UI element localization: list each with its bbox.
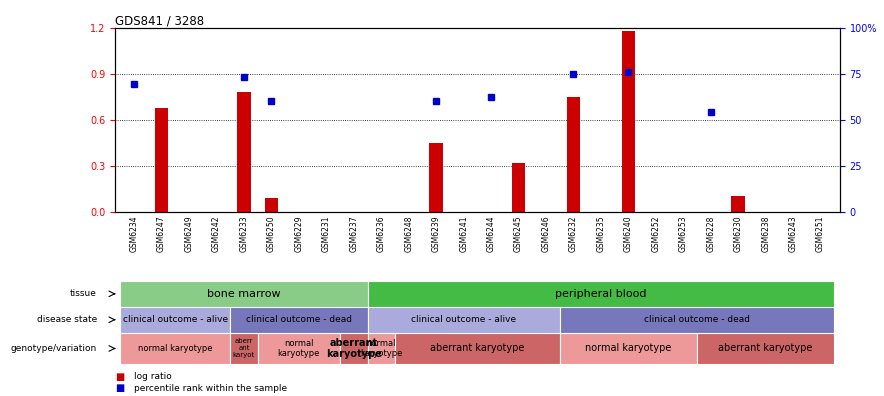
Text: normal
karyotype: normal karyotype: [360, 339, 402, 358]
Text: GSM6234: GSM6234: [130, 215, 139, 252]
Text: GSM6236: GSM6236: [377, 215, 385, 252]
Text: disease state: disease state: [36, 315, 97, 324]
Text: GSM6235: GSM6235: [597, 215, 606, 252]
Text: aberrant
karyotype: aberrant karyotype: [326, 338, 382, 359]
Text: GSM6246: GSM6246: [542, 215, 551, 252]
Bar: [512, 163, 525, 212]
Bar: [264, 198, 278, 212]
Bar: [368, 307, 560, 333]
Text: GSM6240: GSM6240: [624, 215, 633, 252]
Text: clinical outcome - dead: clinical outcome - dead: [246, 315, 352, 324]
Text: GSM6243: GSM6243: [789, 215, 797, 252]
Text: ■: ■: [115, 383, 124, 393]
Text: clinical outcome - dead: clinical outcome - dead: [644, 315, 750, 324]
Bar: [697, 333, 834, 364]
Text: GSM6241: GSM6241: [459, 215, 469, 252]
Text: GSM6251: GSM6251: [816, 215, 825, 252]
Text: GSM6242: GSM6242: [212, 215, 221, 252]
Bar: [230, 333, 258, 364]
Bar: [155, 107, 169, 212]
Text: GSM6238: GSM6238: [761, 215, 770, 252]
Bar: [621, 31, 636, 212]
Text: GSM6232: GSM6232: [569, 215, 578, 252]
Text: GSM6244: GSM6244: [486, 215, 496, 252]
Bar: [368, 333, 395, 364]
Bar: [230, 307, 368, 333]
Text: GSM6249: GSM6249: [185, 215, 194, 252]
Text: GSM6237: GSM6237: [349, 215, 358, 252]
Bar: [340, 333, 368, 364]
Text: GSM6233: GSM6233: [240, 215, 248, 252]
Text: GSM6253: GSM6253: [679, 215, 688, 252]
Text: tissue: tissue: [70, 289, 97, 298]
Text: clinical outcome - alive: clinical outcome - alive: [411, 315, 516, 324]
Text: normal
karyotype: normal karyotype: [278, 339, 320, 358]
Bar: [120, 333, 230, 364]
Text: ■: ■: [115, 372, 124, 382]
Text: clinical outcome - alive: clinical outcome - alive: [123, 315, 228, 324]
Text: GSM6239: GSM6239: [431, 215, 440, 252]
Bar: [395, 333, 560, 364]
Bar: [430, 143, 443, 212]
Text: aberrant karyotype: aberrant karyotype: [719, 343, 813, 354]
Text: genotype/variation: genotype/variation: [11, 344, 97, 353]
Bar: [120, 307, 230, 333]
Text: GSM6247: GSM6247: [157, 215, 166, 252]
Bar: [368, 281, 834, 307]
Text: GDS841 / 3288: GDS841 / 3288: [115, 15, 204, 28]
Text: normal karyotype: normal karyotype: [585, 343, 672, 354]
Text: GSM6230: GSM6230: [734, 215, 743, 252]
Bar: [560, 307, 834, 333]
Bar: [731, 196, 745, 212]
Text: GSM6231: GSM6231: [322, 215, 331, 252]
Bar: [258, 333, 340, 364]
Text: GSM6245: GSM6245: [514, 215, 523, 252]
Bar: [560, 333, 697, 364]
Text: percentile rank within the sample: percentile rank within the sample: [134, 384, 287, 392]
Text: GSM6248: GSM6248: [404, 215, 413, 252]
Bar: [120, 281, 368, 307]
Text: GSM6228: GSM6228: [706, 215, 715, 252]
Text: bone marrow: bone marrow: [207, 289, 281, 299]
Text: normal karyotype: normal karyotype: [138, 344, 212, 353]
Text: peripheral blood: peripheral blood: [555, 289, 647, 299]
Text: GSM6250: GSM6250: [267, 215, 276, 252]
Bar: [567, 97, 580, 212]
Text: GSM6229: GSM6229: [294, 215, 303, 252]
Text: log ratio: log ratio: [134, 373, 172, 381]
Text: aberr
ant
karyot: aberr ant karyot: [232, 339, 255, 358]
Text: aberrant karyotype: aberrant karyotype: [431, 343, 524, 354]
Bar: [237, 92, 251, 212]
Text: GSM6252: GSM6252: [652, 215, 660, 252]
